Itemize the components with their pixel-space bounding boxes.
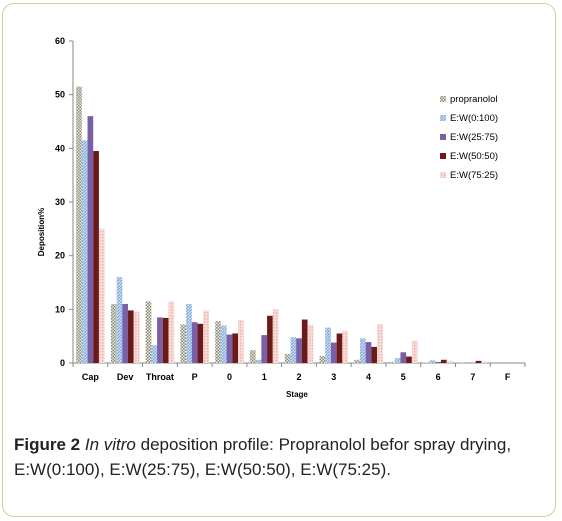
y-tick-label: 60 (55, 36, 65, 46)
bar (435, 361, 441, 363)
x-tick-label: 3 (331, 372, 336, 382)
bar (122, 303, 129, 363)
bar (76, 86, 82, 363)
caption-text: deposition profile: Propranolol befor sp… (14, 435, 512, 479)
legend-label: E:W(75:25) (450, 170, 498, 181)
x-tick-label: 5 (401, 372, 406, 382)
y-tick-label: 20 (55, 251, 65, 261)
y-axis: 0 10 20 30 40 50 60 (55, 36, 74, 368)
bar (475, 360, 482, 363)
bar (110, 303, 117, 363)
bar (330, 342, 337, 363)
bar (133, 311, 140, 363)
bar (81, 140, 88, 363)
bar (296, 338, 302, 363)
bar (128, 310, 134, 363)
x-tick-label: 2 (296, 372, 301, 382)
x-tick-label: 7 (470, 372, 475, 382)
y-tick-label: 30 (55, 197, 65, 207)
bar (342, 330, 349, 363)
bar (220, 325, 227, 363)
bar (359, 338, 366, 363)
bar (98, 228, 105, 363)
legend-label: E:W(25:75) (450, 132, 498, 143)
bar (389, 361, 395, 363)
y-tick-label: 10 (55, 304, 65, 314)
bar (307, 324, 314, 363)
bar (290, 337, 297, 363)
bar (336, 333, 343, 363)
bar (301, 319, 308, 363)
legend-swatch (440, 134, 446, 140)
x-tick-label: 0 (227, 372, 232, 382)
x-tick-label: 6 (436, 372, 441, 382)
bar (87, 116, 94, 363)
x-axis: Cap Dev Throat P 0 1 2 3 4 5 6 7 F (72, 362, 526, 382)
bar (423, 362, 430, 363)
legend-swatch (440, 153, 446, 159)
bar (325, 327, 331, 363)
y-tick-label: 0 (60, 358, 65, 368)
y-tick-label: 40 (55, 143, 65, 153)
legend-swatch (440, 115, 446, 121)
bar (255, 359, 262, 363)
bar (284, 353, 291, 363)
bar (151, 345, 158, 363)
figure-caption: Figure 2 In vitro deposition profile: Pr… (14, 432, 544, 482)
legend-label: propranolol (450, 94, 498, 105)
bar (440, 359, 447, 363)
bar (197, 323, 204, 363)
bar (411, 340, 418, 363)
x-tick-label: 1 (262, 372, 267, 382)
bar (261, 335, 268, 363)
bar (394, 358, 401, 363)
bar (116, 277, 123, 363)
bar (145, 301, 152, 363)
y-axis-title: Deposition% (37, 208, 46, 256)
bar (481, 361, 488, 363)
bar (249, 350, 256, 363)
bar (93, 151, 99, 363)
bar (406, 356, 412, 363)
x-tick-label: Cap (82, 372, 100, 382)
bar (400, 352, 407, 363)
bar (157, 317, 163, 363)
bar (226, 334, 233, 363)
bar (180, 324, 187, 363)
bar (186, 303, 192, 363)
bar (272, 309, 279, 363)
y-tick-label: 50 (55, 90, 65, 100)
bar (203, 310, 209, 363)
caption-label: Figure 2 (14, 435, 81, 454)
bar (458, 362, 465, 363)
bar (162, 317, 169, 363)
x-tick-label: 4 (366, 372, 371, 382)
bar (232, 333, 239, 363)
legend-swatch (440, 172, 446, 178)
bar (191, 322, 198, 363)
legend-swatch (440, 96, 446, 102)
x-tick-label: F (505, 372, 511, 382)
bar (377, 324, 383, 363)
bar (354, 359, 360, 363)
bar-chart: 0 10 20 30 40 50 60 Cap Dev Throat P 0 1 2 3 4 5 6 7 F pro… (37, 36, 526, 399)
x-tick-label: Dev (117, 372, 134, 382)
bar (168, 301, 175, 363)
legend-label: E:W(50:50) (450, 151, 498, 162)
x-tick-label: P (192, 372, 198, 382)
caption-italic: In vitro (84, 435, 136, 454)
x-axis-title: Stage (286, 390, 308, 399)
bar (215, 321, 221, 363)
bar (238, 320, 244, 363)
bar (446, 360, 453, 363)
x-tick-label: Throat (146, 372, 174, 382)
bar (365, 342, 372, 363)
bar (267, 315, 273, 363)
legend: propranolol E:W(0:100) E:W(25:75) E:W(50:50… (440, 94, 498, 181)
bar (319, 356, 326, 363)
bar (429, 360, 436, 363)
legend-label: E:W(0:100) (450, 113, 498, 124)
bar (371, 346, 378, 363)
bars (76, 86, 488, 363)
